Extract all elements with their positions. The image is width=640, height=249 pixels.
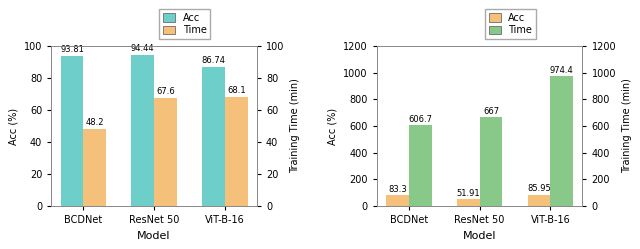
Bar [386, 195, 409, 206]
Bar [225, 97, 248, 206]
Y-axis label: Training Time (min): Training Time (min) [621, 78, 632, 173]
Bar [154, 98, 177, 206]
X-axis label: Model: Model [463, 231, 497, 241]
Text: 68.1: 68.1 [227, 86, 246, 95]
Text: 48.2: 48.2 [85, 118, 104, 127]
Bar [409, 125, 431, 206]
Text: 974.4: 974.4 [550, 65, 573, 75]
Y-axis label: Training Time (min): Training Time (min) [290, 78, 300, 173]
X-axis label: Model: Model [138, 231, 171, 241]
Text: 83.3: 83.3 [388, 185, 407, 194]
Y-axis label: Acc (%): Acc (%) [8, 107, 19, 144]
Text: 93.81: 93.81 [60, 45, 84, 54]
Bar [61, 56, 83, 206]
Bar [83, 129, 106, 206]
Legend: Acc, Time: Acc, Time [485, 9, 536, 39]
Text: 85.95: 85.95 [527, 184, 551, 193]
Text: 67.6: 67.6 [156, 87, 175, 96]
Text: 606.7: 606.7 [408, 115, 432, 124]
Y-axis label: Acc (%): Acc (%) [328, 107, 338, 144]
Text: 86.74: 86.74 [202, 57, 225, 65]
Text: 94.44: 94.44 [131, 44, 155, 53]
Bar [550, 76, 573, 206]
Bar [528, 195, 550, 206]
Bar [457, 199, 479, 206]
Legend: Acc, Time: Acc, Time [159, 9, 211, 39]
Text: 667: 667 [483, 107, 499, 116]
Bar [131, 55, 154, 206]
Bar [202, 67, 225, 206]
Text: 51.91: 51.91 [456, 189, 480, 198]
Bar [479, 117, 502, 206]
